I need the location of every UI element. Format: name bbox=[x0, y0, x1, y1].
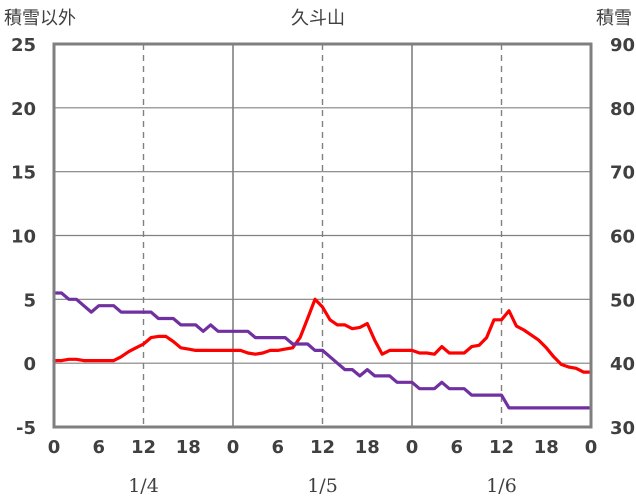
y-tick-right: 30 bbox=[610, 418, 635, 439]
plot-border bbox=[52, 42, 593, 429]
series-line-1 bbox=[52, 297, 593, 374]
chart-title: 久斗山 bbox=[291, 8, 345, 29]
grid bbox=[54, 44, 591, 427]
y-tick-left: -5 bbox=[16, 418, 36, 439]
date-label: 1/6 bbox=[486, 475, 517, 497]
x-tick-label: 18 bbox=[355, 437, 380, 458]
y-tick-right: 90 bbox=[610, 35, 635, 56]
date-labels: 1/4 1/5 1/6 bbox=[128, 475, 517, 497]
x-tick-label: 12 bbox=[131, 437, 156, 458]
y-tick-left: 10 bbox=[11, 227, 36, 248]
y-tick-left: 5 bbox=[23, 290, 36, 311]
y-tick-left: 15 bbox=[11, 163, 36, 184]
y-tick-right: 60 bbox=[610, 227, 635, 248]
x-tick-label: 0 bbox=[585, 437, 598, 458]
y-ticks-left: 25 20 15 10 5 0 -5 bbox=[11, 35, 36, 439]
left-axis-title: 積雪以外 bbox=[4, 8, 76, 29]
x-tick-label: 6 bbox=[450, 437, 463, 458]
x-tick-label: 12 bbox=[489, 437, 514, 458]
x-ticks: 0 6 12 18 0 6 12 18 0 6 12 18 0 bbox=[48, 437, 598, 458]
x-tick-label: 0 bbox=[48, 437, 61, 458]
y-ticks-right: 90 80 70 60 50 40 30 bbox=[610, 35, 635, 439]
x-tick-label: 6 bbox=[92, 437, 105, 458]
x-tick-label: 0 bbox=[227, 437, 240, 458]
x-tick-label: 0 bbox=[406, 437, 419, 458]
series-layer bbox=[52, 291, 593, 410]
y-tick-right: 50 bbox=[610, 290, 635, 311]
series-line-2 bbox=[52, 291, 593, 410]
y-tick-left: 20 bbox=[11, 99, 36, 120]
date-label: 1/5 bbox=[307, 475, 338, 497]
y-tick-left: 25 bbox=[11, 35, 36, 56]
right-axis-title: 積雪 bbox=[596, 8, 632, 29]
plot-frame bbox=[52, 42, 593, 429]
y-tick-right: 70 bbox=[610, 163, 635, 184]
date-label: 1/4 bbox=[128, 475, 159, 497]
x-tick-label: 18 bbox=[176, 437, 201, 458]
x-tick-label: 18 bbox=[534, 437, 559, 458]
y-tick-left: 0 bbox=[23, 354, 36, 375]
x-tick-label: 12 bbox=[310, 437, 335, 458]
y-tick-right: 80 bbox=[610, 99, 635, 120]
x-tick-label: 6 bbox=[271, 437, 284, 458]
y-tick-right: 40 bbox=[610, 354, 635, 375]
